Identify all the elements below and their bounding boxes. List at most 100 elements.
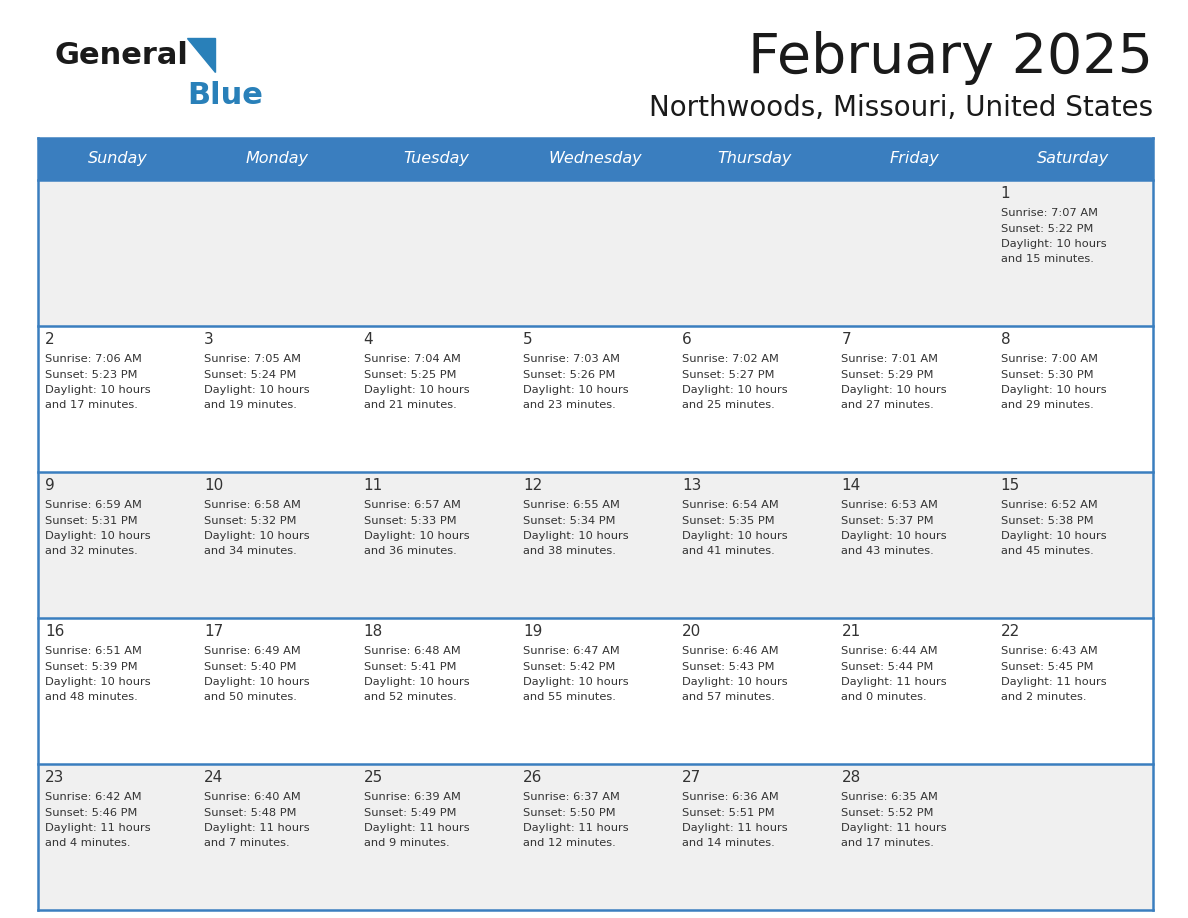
Text: Sunrise: 6:59 AM: Sunrise: 6:59 AM [45, 500, 141, 510]
Bar [834, 180, 993, 326]
Text: Sunset: 5:24 PM: Sunset: 5:24 PM [204, 370, 297, 379]
Bar [197, 764, 356, 910]
Text: and 55 minutes.: and 55 minutes. [523, 692, 615, 702]
Text: 3: 3 [204, 332, 214, 347]
Bar [516, 180, 675, 326]
Text: Sunrise: 6:39 AM: Sunrise: 6:39 AM [364, 792, 461, 802]
Text: 23: 23 [45, 770, 64, 785]
Text: 22: 22 [1000, 624, 1020, 639]
Text: and 9 minutes.: and 9 minutes. [364, 838, 449, 848]
Text: Sunrise: 6:37 AM: Sunrise: 6:37 AM [523, 792, 620, 802]
Text: 14: 14 [841, 478, 860, 493]
Bar [197, 180, 356, 326]
Text: Sunrise: 6:42 AM: Sunrise: 6:42 AM [45, 792, 141, 802]
Text: and 45 minutes.: and 45 minutes. [1000, 546, 1093, 556]
Text: Sunrise: 6:53 AM: Sunrise: 6:53 AM [841, 500, 939, 510]
Text: 27: 27 [682, 770, 701, 785]
Text: and 29 minutes.: and 29 minutes. [1000, 400, 1093, 410]
Text: Sunset: 5:37 PM: Sunset: 5:37 PM [841, 516, 934, 525]
Text: 5: 5 [523, 332, 532, 347]
Text: Sunset: 5:23 PM: Sunset: 5:23 PM [45, 370, 138, 379]
Text: Daylight: 11 hours: Daylight: 11 hours [682, 823, 788, 833]
Text: Daylight: 11 hours: Daylight: 11 hours [204, 823, 310, 833]
Text: Daylight: 11 hours: Daylight: 11 hours [364, 823, 469, 833]
Bar [675, 180, 834, 326]
Text: and 14 minutes.: and 14 minutes. [682, 838, 775, 848]
Bar [516, 138, 675, 180]
Text: 28: 28 [841, 770, 860, 785]
Text: Sunset: 5:51 PM: Sunset: 5:51 PM [682, 808, 775, 818]
Text: and 21 minutes.: and 21 minutes. [364, 400, 456, 410]
Text: Sunrise: 6:46 AM: Sunrise: 6:46 AM [682, 646, 779, 656]
Text: 18: 18 [364, 624, 383, 639]
Bar [834, 618, 993, 764]
Bar [675, 764, 834, 910]
Text: 25: 25 [364, 770, 383, 785]
Text: and 48 minutes.: and 48 minutes. [45, 692, 138, 702]
Text: 11: 11 [364, 478, 383, 493]
Text: Sunset: 5:41 PM: Sunset: 5:41 PM [364, 662, 456, 671]
Text: 20: 20 [682, 624, 701, 639]
Text: Daylight: 10 hours: Daylight: 10 hours [1000, 531, 1106, 541]
Bar [197, 138, 356, 180]
Text: and 4 minutes.: and 4 minutes. [45, 838, 131, 848]
Text: Sunset: 5:26 PM: Sunset: 5:26 PM [523, 370, 615, 379]
Text: 4: 4 [364, 332, 373, 347]
Text: Saturday: Saturday [1037, 151, 1110, 166]
Text: 1: 1 [1000, 186, 1010, 201]
Text: Sunset: 5:50 PM: Sunset: 5:50 PM [523, 808, 615, 818]
Text: Daylight: 10 hours: Daylight: 10 hours [364, 385, 469, 395]
Text: Sunrise: 6:40 AM: Sunrise: 6:40 AM [204, 792, 301, 802]
Bar [38, 618, 197, 764]
Text: 7: 7 [841, 332, 851, 347]
Text: Daylight: 10 hours: Daylight: 10 hours [364, 531, 469, 541]
Text: Sunset: 5:30 PM: Sunset: 5:30 PM [1000, 370, 1093, 379]
Text: and 34 minutes.: and 34 minutes. [204, 546, 297, 556]
Text: and 19 minutes.: and 19 minutes. [204, 400, 297, 410]
Bar [675, 138, 834, 180]
Text: Daylight: 10 hours: Daylight: 10 hours [682, 677, 788, 687]
Text: and 50 minutes.: and 50 minutes. [204, 692, 297, 702]
Bar [993, 180, 1154, 326]
Text: Sunrise: 7:00 AM: Sunrise: 7:00 AM [1000, 354, 1098, 364]
Bar [516, 472, 675, 618]
Text: 9: 9 [45, 478, 55, 493]
Text: and 36 minutes.: and 36 minutes. [364, 546, 456, 556]
Text: Sunset: 5:39 PM: Sunset: 5:39 PM [45, 662, 138, 671]
Text: Sunrise: 6:55 AM: Sunrise: 6:55 AM [523, 500, 620, 510]
Bar [197, 618, 356, 764]
Text: Daylight: 10 hours: Daylight: 10 hours [45, 385, 151, 395]
Text: Sunrise: 7:07 AM: Sunrise: 7:07 AM [1000, 208, 1098, 218]
Bar [675, 618, 834, 764]
Text: Daylight: 10 hours: Daylight: 10 hours [364, 677, 469, 687]
Text: Daylight: 10 hours: Daylight: 10 hours [1000, 239, 1106, 249]
Text: Thursday: Thursday [718, 151, 792, 166]
Bar [516, 764, 675, 910]
Bar [197, 472, 356, 618]
Text: 6: 6 [682, 332, 691, 347]
Text: Sunrise: 7:04 AM: Sunrise: 7:04 AM [364, 354, 461, 364]
Text: Daylight: 10 hours: Daylight: 10 hours [45, 531, 151, 541]
Bar [993, 138, 1154, 180]
Text: and 52 minutes.: and 52 minutes. [364, 692, 456, 702]
Text: Daylight: 10 hours: Daylight: 10 hours [682, 385, 788, 395]
Text: and 57 minutes.: and 57 minutes. [682, 692, 775, 702]
Bar [675, 326, 834, 472]
Bar [834, 326, 993, 472]
Text: and 2 minutes.: and 2 minutes. [1000, 692, 1086, 702]
Text: Sunset: 5:49 PM: Sunset: 5:49 PM [364, 808, 456, 818]
Text: Sunset: 5:46 PM: Sunset: 5:46 PM [45, 808, 138, 818]
Text: Blue: Blue [187, 81, 263, 109]
Bar [834, 764, 993, 910]
Text: Daylight: 11 hours: Daylight: 11 hours [45, 823, 151, 833]
Text: 12: 12 [523, 478, 542, 493]
Text: 13: 13 [682, 478, 702, 493]
Text: Sunrise: 7:06 AM: Sunrise: 7:06 AM [45, 354, 141, 364]
Text: Sunrise: 6:36 AM: Sunrise: 6:36 AM [682, 792, 779, 802]
Text: 21: 21 [841, 624, 860, 639]
Text: Sunrise: 6:52 AM: Sunrise: 6:52 AM [1000, 500, 1098, 510]
Bar [38, 180, 197, 326]
Bar [38, 138, 197, 180]
Text: and 23 minutes.: and 23 minutes. [523, 400, 615, 410]
Text: Daylight: 11 hours: Daylight: 11 hours [841, 677, 947, 687]
